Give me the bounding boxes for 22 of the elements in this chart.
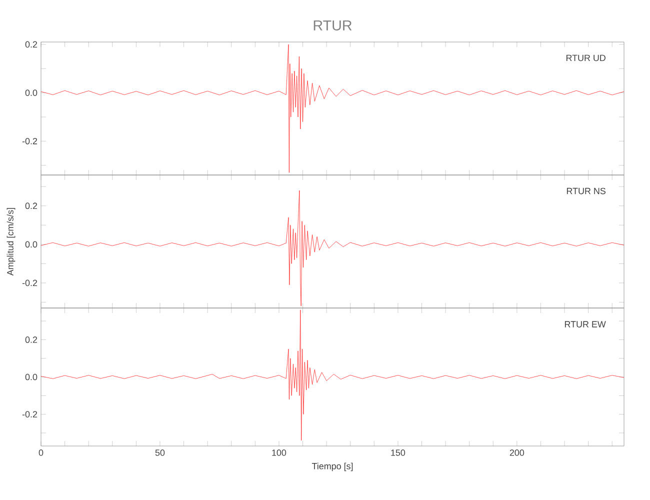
y-axis-title: Amplitud [cm/s/s] (6, 208, 16, 276)
x-tick-label: 200 (510, 450, 524, 456)
y-tick-label: 0.2 (25, 336, 38, 343)
y-tick-label: -0.2 (22, 138, 38, 144)
y-tick-label: 0.2 (25, 41, 38, 48)
y-tick-label: 0.2 (25, 202, 38, 210)
line-series (41, 310, 624, 441)
y-tick-label: 0.0 (25, 90, 38, 96)
x-tick-label: 150 (391, 450, 406, 456)
x-tick-label: 50 (155, 450, 165, 456)
y-tick-label: -0.2 (22, 411, 38, 418)
line-series (41, 44, 624, 173)
y-tick-label: 0.0 (25, 241, 38, 248)
text: RTUR EW (564, 321, 606, 328)
text: RTUR UD (566, 54, 606, 62)
text: RTUR NS (566, 188, 606, 194)
x-axis-title: Tiempo [s] (312, 462, 353, 472)
chart-title: RTUR (314, 20, 352, 30)
x-tick-label: 0 (38, 450, 44, 456)
y-tick-label: -0.2 (22, 280, 38, 286)
y-tick-label: 0.0 (25, 374, 38, 380)
x-tick-label: 100 (272, 450, 286, 456)
